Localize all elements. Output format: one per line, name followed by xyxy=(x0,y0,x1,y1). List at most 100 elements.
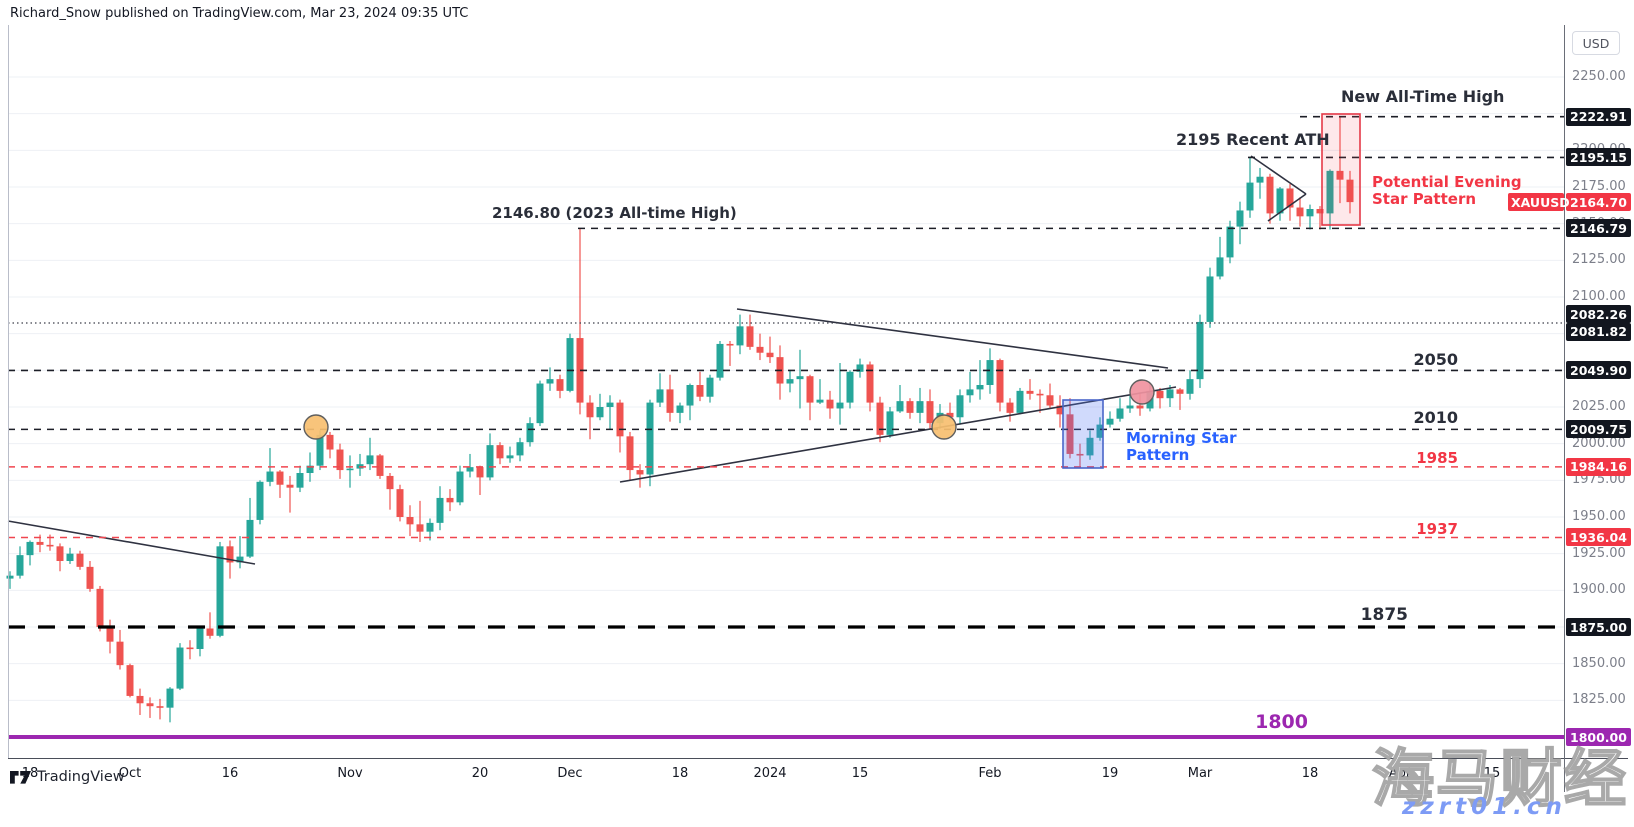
price-badge-2009.75: 2009.75 xyxy=(1566,420,1631,439)
time-tick-label[interactable]: 19 xyxy=(1101,766,1119,781)
candle-up xyxy=(536,383,544,424)
candle-down xyxy=(1076,453,1084,456)
candle-down xyxy=(1266,176,1274,214)
candle-up xyxy=(716,343,724,378)
time-tick-label[interactable]: Apr xyxy=(1388,766,1412,781)
annotation-evening-star: Potential Evening Star Pattern xyxy=(1372,173,1522,208)
trendline-pennant-upper[interactable] xyxy=(1250,155,1307,195)
candle-down xyxy=(376,455,384,476)
time-tick-label[interactable]: 20 xyxy=(471,766,489,781)
price-badge-2164.70: 2164.70 xyxy=(1566,193,1631,212)
candle-up xyxy=(966,389,974,396)
trendline-pennant-lower[interactable] xyxy=(1267,193,1307,222)
candle-up xyxy=(526,423,534,443)
candle-up xyxy=(956,395,964,418)
candle-up xyxy=(1236,210,1244,227)
candle-down xyxy=(226,546,234,563)
currency-toggle-button[interactable]: USD xyxy=(1572,31,1620,55)
annotation-recent-ath: 2195 Recent ATH xyxy=(1176,130,1330,149)
time-tick-label[interactable]: Nov xyxy=(337,766,363,781)
candle-down xyxy=(186,647,194,650)
candle-up xyxy=(466,467,474,472)
time-tick-label[interactable]: 18 xyxy=(1301,766,1319,781)
publisher-note: Richard_Snow published on TradingView.co… xyxy=(10,6,469,21)
candle-down xyxy=(626,436,634,471)
time-tick-label[interactable]: 15 xyxy=(851,766,869,781)
candle-up xyxy=(1116,408,1124,419)
candle-down xyxy=(116,641,124,666)
candle-down xyxy=(666,389,674,413)
time-tick-label[interactable]: Dec xyxy=(557,766,583,781)
time-tick-label[interactable]: Oct xyxy=(118,766,142,781)
candle-up xyxy=(976,385,984,390)
time-tick-label[interactable]: 18 xyxy=(671,766,689,781)
candle-down xyxy=(1136,405,1144,409)
candle-down xyxy=(326,434,334,450)
candle-down xyxy=(746,326,754,347)
candle-up xyxy=(566,338,574,391)
price-badge-2082.26: 2082.26 xyxy=(1566,305,1631,324)
level-label-1985: 1985 xyxy=(1416,449,1458,467)
candle-up xyxy=(6,575,14,579)
candle-up xyxy=(196,628,204,650)
time-tick-label[interactable]: Mar xyxy=(1187,766,1213,781)
time-tick-label[interactable]: 2024 xyxy=(753,766,787,781)
candle-up xyxy=(676,405,684,413)
tradingview-logo-icon xyxy=(10,770,31,784)
level-label-1875: 1875 xyxy=(1360,605,1408,625)
candle-up xyxy=(596,407,604,418)
candle-up xyxy=(166,688,174,708)
evening-star-highlight-box[interactable] xyxy=(1321,113,1361,226)
candle-down xyxy=(876,402,884,435)
level-label-1937: 1937 xyxy=(1416,520,1458,538)
candle-down xyxy=(126,665,134,696)
candle-up xyxy=(606,402,614,408)
price-tick-label: 1900.00 xyxy=(1572,582,1626,598)
highlight-circle-resistance-retest[interactable] xyxy=(1129,379,1155,405)
candle-up xyxy=(266,471,274,482)
time-tick-label[interactable]: 15 xyxy=(1483,766,1501,781)
candle-up xyxy=(736,326,744,346)
highlight-circle-2010-support-touch[interactable] xyxy=(303,414,329,440)
price-tick-label: 1850.00 xyxy=(1572,655,1626,671)
time-tick-label[interactable]: Feb xyxy=(978,766,1002,781)
candle-down xyxy=(636,470,644,475)
candle-up xyxy=(916,401,924,413)
highlight-circle-2010-support-touch[interactable] xyxy=(931,414,957,440)
candle-up xyxy=(66,553,74,562)
trendline-triangle-upper[interactable] xyxy=(736,308,1169,369)
candle-up xyxy=(886,411,894,435)
candle-up xyxy=(796,376,804,380)
price-tick-label: 1825.00 xyxy=(1572,692,1626,708)
candle-down xyxy=(1046,395,1054,406)
price-tick-label: 2025.00 xyxy=(1572,399,1626,414)
time-tick-label[interactable]: 16 xyxy=(221,766,239,781)
candle-down xyxy=(276,471,284,485)
candle-up xyxy=(1016,390,1024,413)
candle-up xyxy=(1206,276,1214,322)
candle-down xyxy=(406,517,414,525)
candle-up xyxy=(816,399,824,403)
candle-down xyxy=(396,489,404,518)
candle-up xyxy=(1106,418,1114,425)
annotation-new-all-time-high: New All-Time High xyxy=(1341,87,1505,106)
candle-up xyxy=(1276,188,1284,214)
candle-down xyxy=(616,402,624,437)
trendline-september-downtrend[interactable] xyxy=(7,520,256,565)
price-axis-line xyxy=(1564,25,1565,792)
candle-down xyxy=(906,401,914,413)
candle-down xyxy=(136,695,144,704)
price-badge-2195.15: 2195.15 xyxy=(1566,148,1631,167)
candle-down xyxy=(1026,390,1034,394)
candle-up xyxy=(306,465,314,474)
candle-down xyxy=(826,399,834,409)
level-label-2010: 2010 xyxy=(1413,408,1458,427)
candle-up xyxy=(456,471,464,503)
tradingview-branding[interactable]: TradingView xyxy=(10,769,125,785)
morning-star-highlight-box[interactable] xyxy=(1062,399,1104,469)
candle-down xyxy=(1036,393,1044,396)
annotation-morning-star: Morning Star Pattern xyxy=(1126,429,1237,464)
candle-up xyxy=(1126,405,1134,409)
price-tick-label: 1975.00 xyxy=(1572,472,1626,488)
